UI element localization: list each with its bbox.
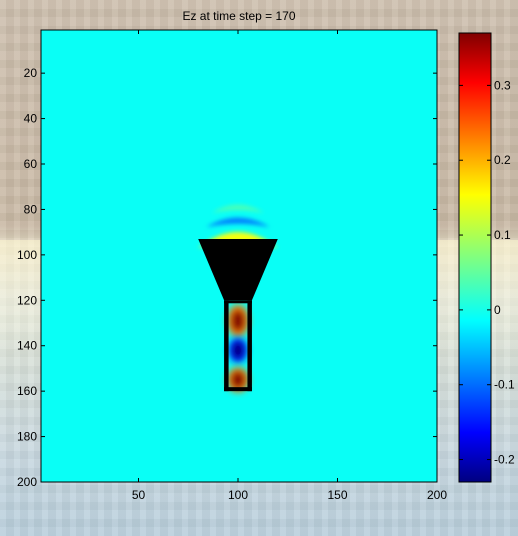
field-arc-2 (212, 204, 264, 213)
field-arc-shape (206, 217, 270, 228)
field-blob-core (231, 309, 245, 332)
colorbar-ticks: -0.2 -0.1 0 0.1 0.2 0.3 (459, 78, 515, 467)
tube-top (224, 300, 252, 304)
field-blob-core (232, 341, 244, 360)
plot-frame (40, 29, 438, 483)
x-axis: 50 100 150 200 (132, 30, 447, 502)
x-tick-label: 150 (327, 488, 347, 502)
y-tick-label: 140 (17, 339, 37, 353)
field-features (198, 204, 278, 393)
y-tick-label: 100 (17, 248, 37, 262)
field-blob-4 (228, 337, 248, 363)
y-tick-label: 80 (24, 202, 38, 216)
field-blob-5 (226, 367, 250, 393)
x-tick-label: 200 (427, 488, 447, 502)
structure (198, 238, 278, 392)
colorbar-tick-label: 0.3 (494, 78, 511, 92)
plot-area: 50 100 150 200 20 40 60 80 100 120 140 160 180 200 (17, 29, 447, 502)
field-arc-shape (212, 204, 264, 213)
chart-title: Ez at time step = 170 (182, 9, 295, 23)
y-tick-label: 180 (17, 430, 37, 444)
tube-wall-left (224, 300, 229, 392)
tube-bottom (224, 387, 252, 392)
colorbar-tick-label: -0.1 (494, 378, 515, 392)
funnel-shape (198, 238, 278, 301)
colorbar-gradient (458, 32, 492, 483)
y-axis: 20 40 60 80 100 120 140 160 180 200 (17, 66, 437, 489)
colorbar-tick-label: 0.2 (494, 153, 511, 167)
x-tick-label: 100 (228, 488, 248, 502)
y-tick-label: 160 (17, 384, 37, 398)
colorbar-tick-label: 0.1 (494, 228, 511, 242)
y-tick-label: 200 (17, 475, 37, 489)
field-arc-1 (206, 217, 270, 228)
colorbar: -0.2 -0.1 0 0.1 0.2 0.3 (458, 32, 515, 483)
colorbar-tick-label: -0.2 (494, 453, 515, 467)
y-tick-label: 40 (24, 112, 38, 126)
tube-wall-right (247, 300, 252, 392)
colorbar-tick-label: 0 (494, 303, 501, 317)
y-tick-label: 20 (24, 66, 38, 80)
y-tick-label: 120 (17, 293, 37, 307)
field-blob-core (231, 371, 245, 389)
x-tick-label: 50 (132, 488, 146, 502)
y-tick-label: 60 (24, 157, 38, 171)
field-blob-3 (226, 304, 250, 337)
